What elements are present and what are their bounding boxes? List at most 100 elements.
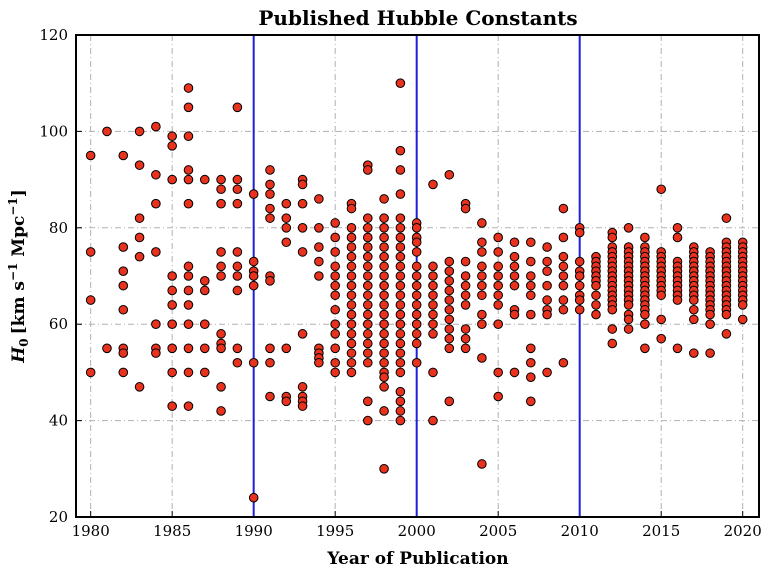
data-point <box>167 401 177 411</box>
data-point <box>395 189 406 199</box>
data-point <box>688 295 699 305</box>
data-point <box>607 324 618 334</box>
data-point <box>525 280 536 291</box>
data-point <box>558 295 569 305</box>
x-tick-labels: 1980 1985 1990 1995 2000 2005 2010 2015 2020 <box>72 522 762 540</box>
plot-frame <box>75 34 760 518</box>
data-point <box>444 324 455 334</box>
data-point <box>379 290 389 301</box>
data-point <box>362 223 373 233</box>
data-point <box>232 357 243 368</box>
y-tick-label: 80 <box>49 219 68 237</box>
data-point <box>362 300 373 310</box>
data-point <box>167 367 177 378</box>
y-tick-label: 60 <box>49 315 68 333</box>
data-point <box>460 333 471 344</box>
data-point <box>216 343 226 354</box>
data-point <box>330 261 340 272</box>
data-point <box>183 300 194 310</box>
y-label-units-pre: [km s <box>9 281 29 334</box>
data-point <box>118 348 129 358</box>
data-point <box>265 276 275 286</box>
data-point <box>460 290 471 301</box>
data-point <box>477 459 487 469</box>
data-point <box>346 357 357 368</box>
data-point <box>281 223 292 233</box>
data-point <box>591 300 601 310</box>
data-point <box>558 203 569 214</box>
data-point <box>737 300 748 310</box>
data-point <box>688 304 699 315</box>
data-point <box>395 357 406 368</box>
data-point <box>379 319 389 330</box>
data-point <box>297 382 308 392</box>
data-point <box>330 319 340 330</box>
data-point <box>248 357 259 368</box>
data-point <box>362 319 373 330</box>
data-point <box>281 198 292 209</box>
data-point <box>118 280 129 291</box>
data-point <box>525 396 536 407</box>
data-point <box>346 232 357 243</box>
data-point <box>444 285 455 296</box>
data-point <box>216 184 226 195</box>
data-point <box>477 271 487 281</box>
data-point <box>444 276 455 286</box>
data-point <box>705 348 715 358</box>
data-point <box>395 290 406 301</box>
data-point <box>558 304 569 315</box>
data-point <box>672 223 683 233</box>
data-point <box>118 367 129 378</box>
data-point <box>151 348 161 358</box>
data-point <box>493 271 503 281</box>
data-point <box>330 232 340 243</box>
x-tick-label: 2010 <box>561 522 599 540</box>
data-point <box>379 348 389 358</box>
data-point <box>248 492 259 503</box>
data-point <box>411 290 422 301</box>
data-point <box>737 314 748 325</box>
data-point <box>232 247 243 257</box>
data-point <box>379 406 389 416</box>
data-point <box>444 266 455 276</box>
data-point <box>362 271 373 281</box>
data-point <box>216 382 226 392</box>
data-point <box>167 285 177 296</box>
data-point <box>411 357 422 368</box>
data-point <box>297 179 308 190</box>
data-point <box>118 304 129 315</box>
data-point <box>379 213 389 223</box>
y-label-exp1: −1 <box>6 263 20 281</box>
data-point <box>411 329 422 339</box>
data-point <box>509 367 520 378</box>
data-point <box>428 271 438 281</box>
data-point <box>265 179 275 190</box>
data-point <box>379 382 389 392</box>
data-point <box>167 300 177 310</box>
data-point <box>428 367 438 378</box>
data-point <box>411 271 422 281</box>
data-point <box>232 285 243 296</box>
data-point <box>183 343 194 354</box>
data-point <box>134 160 145 170</box>
data-point <box>151 169 161 180</box>
data-point <box>428 329 438 339</box>
data-point <box>477 319 487 330</box>
data-point <box>411 261 422 272</box>
y-label-units-mid: Mpc <box>9 216 29 263</box>
data-point <box>493 391 503 402</box>
data-point <box>395 300 406 310</box>
data-point <box>167 141 177 151</box>
data-point <box>232 261 243 272</box>
x-tick-label: 2005 <box>479 522 517 540</box>
data-point <box>199 319 210 330</box>
data-point <box>183 83 194 93</box>
data-point <box>216 406 226 416</box>
x-tick-label: 2000 <box>398 522 436 540</box>
data-point <box>542 367 552 378</box>
data-point <box>558 251 569 262</box>
data-point <box>574 256 585 267</box>
x-tick-label: 2015 <box>642 522 680 540</box>
data-point <box>542 309 552 320</box>
y-label-units-post: ] <box>9 189 29 197</box>
